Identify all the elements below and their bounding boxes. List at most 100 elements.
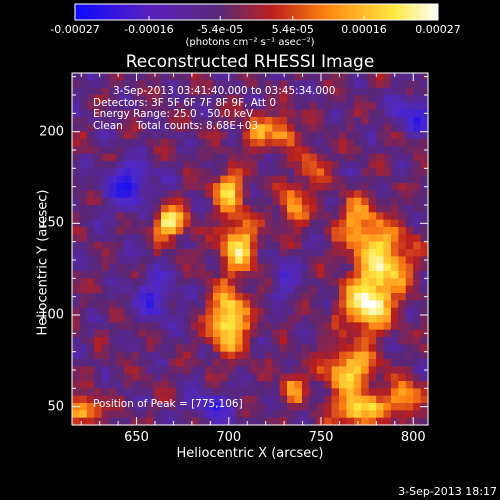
heatmap-cell (294, 388, 303, 397)
heatmap-cell (250, 366, 259, 375)
heatmap-cell (294, 271, 303, 279)
heatmap-cell (264, 388, 273, 397)
heatmap-cell (161, 117, 170, 125)
heatmap-cell (227, 337, 236, 345)
heatmap-cell (138, 256, 147, 265)
heatmap-cell (131, 403, 140, 411)
heatmap-cell (390, 146, 399, 155)
heatmap-cell (413, 124, 422, 133)
heatmap-cell (168, 293, 177, 301)
heatmap-cell (420, 227, 429, 235)
heatmap-cell (250, 249, 259, 257)
heatmap-cell (294, 190, 303, 199)
heatmap-cell (279, 307, 288, 316)
heatmap-cell (264, 395, 273, 404)
heatmap-cell (272, 241, 281, 250)
heatmap-cell (131, 395, 140, 404)
heatmap-cell (190, 249, 199, 257)
heatmap-cell (205, 388, 214, 397)
heatmap-cell (413, 359, 422, 367)
heatmap-cell (72, 249, 81, 257)
heatmap-cell (101, 344, 110, 353)
heatmap-cell (301, 161, 310, 169)
heatmap-cell (109, 102, 118, 111)
heatmap-cell (175, 359, 184, 367)
heatmap-cell (353, 337, 362, 345)
heatmap-cell (109, 322, 118, 331)
heatmap-cell (168, 73, 177, 81)
heatmap-cell (279, 131, 288, 140)
heatmap-cell (123, 109, 132, 118)
heatmap-cell (331, 168, 340, 177)
heatmap-cell (294, 403, 303, 411)
heatmap-cell (212, 205, 221, 213)
heatmap-cell (79, 256, 88, 265)
heatmap-cell (131, 351, 140, 360)
heatmap-cell (361, 351, 370, 360)
heatmap-cell (390, 410, 399, 419)
heatmap-cell (227, 278, 236, 287)
heatmap-cell (294, 102, 303, 111)
heatmap-cell (116, 410, 125, 419)
heatmap-cell (420, 190, 429, 199)
heatmap-cell (361, 205, 370, 213)
heatmap-cell (109, 219, 118, 228)
heatmap-cell (86, 256, 95, 265)
heatmap-cell (116, 241, 125, 250)
heatmap-cell (250, 395, 259, 404)
heatmap-cell (175, 183, 184, 191)
heatmap-cell (316, 87, 325, 96)
heatmap-cell (146, 95, 155, 103)
heatmap-cell (153, 80, 162, 89)
heatmap-cell (146, 329, 155, 338)
heatmap-cell (316, 395, 325, 404)
heatmap-cell (72, 293, 81, 301)
heatmap-cell (331, 344, 340, 353)
heatmap-cell (324, 212, 333, 221)
heatmap-cell (413, 131, 422, 140)
heatmap-cell (339, 344, 348, 353)
heatmap-cell (146, 87, 155, 96)
heatmap-cell (205, 395, 214, 404)
heatmap-cell (72, 373, 81, 382)
heatmap-cell (86, 241, 95, 250)
heatmap-cell (72, 95, 81, 103)
heatmap-cell (153, 87, 162, 96)
heatmap-cell (161, 87, 170, 96)
heatmap-cell (235, 293, 244, 301)
heatmap-cell (227, 131, 236, 140)
heatmap-cell (420, 337, 429, 345)
heatmap-cell (79, 153, 88, 162)
heatmap-cell (376, 146, 385, 155)
heatmap-cell (339, 285, 348, 294)
heatmap-cell (109, 329, 118, 338)
heatmap-cell (131, 197, 140, 206)
heatmap-cell (390, 351, 399, 360)
heatmap-cell (72, 315, 81, 323)
heatmap-cell (353, 315, 362, 323)
heatmap-cell (324, 359, 333, 367)
heatmap-cell (198, 315, 207, 323)
heatmap-cell (205, 175, 214, 184)
heatmap-cell (86, 80, 95, 89)
heatmap-cell (153, 183, 162, 191)
heatmap-cell (161, 285, 170, 294)
heatmap-cell (227, 403, 236, 411)
heatmap-cell (138, 410, 147, 419)
heatmap-cell (205, 117, 214, 125)
heatmap-cell (383, 315, 392, 323)
heatmap-cell (123, 381, 132, 389)
heatmap-cell (94, 263, 103, 272)
heatmap-cell (301, 293, 310, 301)
heatmap-cell (383, 271, 392, 279)
heatmap-cell (161, 307, 170, 316)
heatmap-cell (324, 183, 333, 191)
heatmap-cell (390, 373, 399, 382)
heatmap-cell (324, 146, 333, 155)
heatmap-cell (316, 161, 325, 169)
heatmap-cell (101, 388, 110, 397)
heatmap-cell (264, 219, 273, 228)
heatmap-cell (153, 197, 162, 206)
heatmap-cell (123, 403, 132, 411)
heatmap-cell (168, 146, 177, 155)
